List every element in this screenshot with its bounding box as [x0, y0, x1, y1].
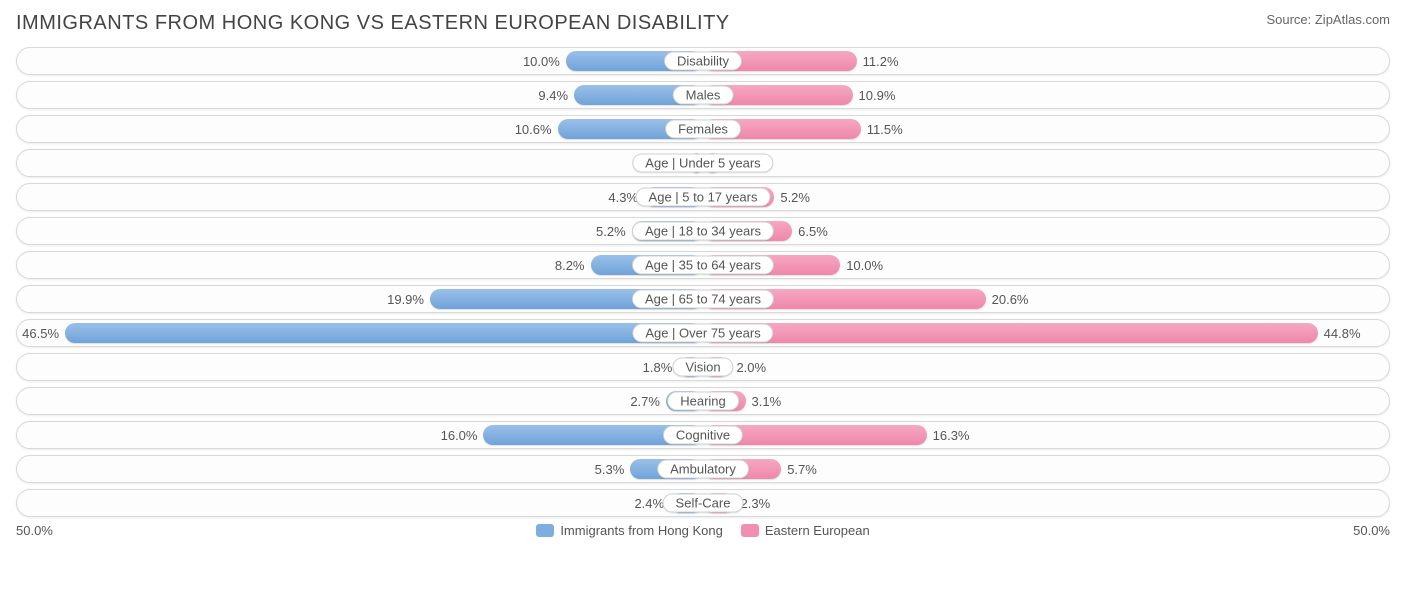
legend-item-right: Eastern European [741, 523, 870, 538]
value-right: 20.6% [986, 286, 1029, 312]
value-left: 2.7% [630, 388, 666, 414]
category-pill: Age | 5 to 17 years [636, 188, 771, 207]
value-left: 10.0% [523, 48, 566, 74]
value-left: 9.4% [538, 82, 574, 108]
value-left: 8.2% [555, 252, 591, 278]
value-right: 16.3% [927, 422, 970, 448]
chart-title: IMMIGRANTS FROM HONG KONG VS EASTERN EUR… [16, 12, 730, 35]
bar-right [703, 323, 1318, 343]
category-pill: Cognitive [663, 426, 743, 445]
value-left: 46.5% [22, 320, 65, 346]
legend: Immigrants from Hong Kong Eastern Europe… [536, 523, 869, 538]
value-left: 5.2% [596, 218, 632, 244]
category-pill: Vision [672, 358, 733, 377]
category-pill: Hearing [667, 392, 739, 411]
category-pill: Age | 65 to 74 years [632, 290, 774, 309]
chart-row: 16.0% 16.3% Cognitive [16, 421, 1390, 449]
chart-row: 10.0% 11.2% Disability [16, 47, 1390, 75]
legend-item-left: Immigrants from Hong Kong [536, 523, 723, 538]
legend-label-right: Eastern European [765, 523, 870, 538]
value-right: 6.5% [792, 218, 828, 244]
value-right: 5.2% [774, 184, 810, 210]
axis-right-label: 50.0% [1353, 523, 1390, 538]
source-label: Source: ZipAtlas.com [1266, 12, 1390, 27]
category-pill: Females [665, 120, 741, 139]
chart-row: 10.6% 11.5% Females [16, 115, 1390, 143]
category-pill: Males [673, 86, 734, 105]
value-right: 5.7% [781, 456, 817, 482]
legend-swatch-right [741, 524, 759, 537]
category-pill: Ambulatory [657, 460, 749, 479]
category-pill: Age | Over 75 years [632, 324, 773, 343]
category-pill: Disability [664, 52, 742, 71]
chart-row: 2.4%2.3%Self-Care [16, 489, 1390, 517]
value-right: 3.1% [746, 388, 782, 414]
value-right: 11.5% [861, 116, 903, 142]
chart-row: 19.9% 20.6% Age | 65 to 74 years [16, 285, 1390, 313]
chart-footer: 50.0% Immigrants from Hong Kong Eastern … [16, 523, 1390, 538]
value-left: 19.9% [387, 286, 430, 312]
chart-row: 9.4% 10.9% Males [16, 81, 1390, 109]
value-right: 2.0% [730, 354, 766, 380]
chart-row: 0.95%1.4%Age | Under 5 years [16, 149, 1390, 177]
value-right: 11.2% [857, 48, 899, 74]
chart-row: 5.3% 5.7% Ambulatory [16, 455, 1390, 483]
legend-label-left: Immigrants from Hong Kong [560, 523, 723, 538]
chart-row: 8.2% 10.0% Age | 35 to 64 years [16, 251, 1390, 279]
header: IMMIGRANTS FROM HONG KONG VS EASTERN EUR… [16, 12, 1390, 35]
axis-left-label: 50.0% [16, 523, 53, 538]
chart-row: 5.2% 6.5% Age | 18 to 34 years [16, 217, 1390, 245]
value-left: 5.3% [595, 456, 631, 482]
category-pill: Age | Under 5 years [632, 154, 773, 173]
value-right: 10.9% [853, 82, 896, 108]
value-right: 10.0% [840, 252, 883, 278]
value-left: 10.6% [515, 116, 558, 142]
category-pill: Self-Care [663, 494, 744, 513]
category-pill: Age | 35 to 64 years [632, 256, 774, 275]
value-right: 44.8% [1318, 320, 1361, 346]
diverging-bar-chart: 10.0%11.2%Disability9.4%10.9%Males10.6%1… [16, 47, 1390, 517]
chart-row: 1.8%2.0%Vision [16, 353, 1390, 381]
chart-row: 4.3%5.2%Age | 5 to 17 years [16, 183, 1390, 211]
chart-row: 2.7% 3.1% Hearing [16, 387, 1390, 415]
category-pill: Age | 18 to 34 years [632, 222, 774, 241]
chart-row: 46.5% 44.8% Age | Over 75 years [16, 319, 1390, 347]
legend-swatch-left [536, 524, 554, 537]
value-left: 16.0% [441, 422, 484, 448]
bar-left [65, 323, 703, 343]
